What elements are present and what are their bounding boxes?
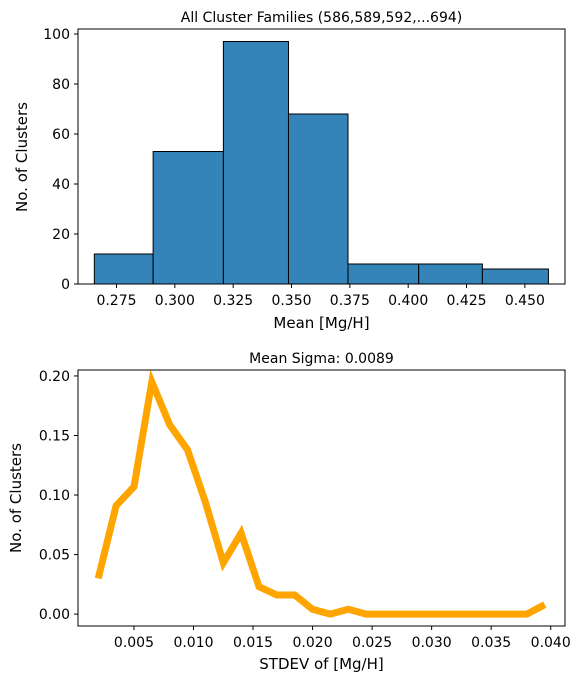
x-tick-label: 0.425 [446,293,486,309]
chart1-x-label: Mean [Mg/H] [273,314,369,332]
chart2-series [94,369,547,618]
chart1-axes-frame [77,28,566,285]
x-tick-label: 0.030 [412,635,452,651]
histogram-bar [222,41,289,285]
y-tick-label: 0.20 [39,369,70,385]
histogram-bar [287,113,349,285]
x-tick-label: 0.275 [96,293,136,309]
chart2-y-label: No. of Clusters [7,443,25,553]
histogram-bar [347,263,420,285]
chart1-y-ticks: 0 20 40 60 80 100 [43,27,78,293]
y-tick-label: 80 [52,77,70,93]
x-tick-label: 0.350 [271,293,311,309]
y-tick-label: 100 [43,27,70,43]
y-tick-label: 0.00 [39,607,70,623]
series-line [94,369,547,618]
x-tick-label: 0.025 [352,635,392,651]
chart1-title: All Cluster Families (586,589,592,...694… [181,10,462,26]
y-tick-label: 20 [52,227,70,243]
x-tick-label: 0.400 [388,293,428,309]
x-tick-label: 0.325 [213,293,253,309]
histogram-bar [93,253,154,285]
x-tick-label: 0.450 [505,293,545,309]
histogram-bar [418,263,483,285]
chart1-x-ticks: 0.275 0.300 0.325 0.350 0.375 0.400 0.425 0.450 [96,284,545,309]
chart2-y-ticks: 0.00 0.05 0.10 0.15 0.20 [39,369,78,623]
y-tick-label: 40 [52,177,70,193]
chart1-y-label: No. of Clusters [13,102,31,212]
x-tick-label: 0.035 [471,635,511,651]
y-tick-label: 0.15 [39,428,70,444]
histogram-bar [481,268,549,285]
x-tick-label: 0.375 [330,293,370,309]
x-tick-label: 0.010 [173,635,213,651]
x-tick-label: 0.005 [114,635,154,651]
chart2-title: Mean Sigma: 0.0089 [249,351,394,367]
chart1-bars [93,41,549,285]
histogram-bar [152,151,224,285]
line-chart: Mean Sigma: 0.0089 0.005 0.010 0.015 0.020 0… [7,351,571,673]
histogram-chart: All Cluster Families (586,589,592,...694… [13,10,566,332]
y-tick-label: 0.05 [39,548,70,564]
x-tick-label: 0.040 [531,635,571,651]
x-tick-label: 0.015 [233,635,273,651]
x-tick-label: 0.020 [293,635,333,651]
chart2-x-label: STDEV of [Mg/H] [259,655,383,673]
y-tick-label: 0.10 [39,488,70,504]
y-tick-label: 0 [61,277,70,293]
y-tick-label: 60 [52,127,70,143]
chart2-axes-frame [77,369,566,627]
x-tick-label: 0.300 [155,293,195,309]
chart2-x-ticks: 0.005 0.010 0.015 0.020 0.025 0.030 0.035 0.040 [114,626,571,651]
